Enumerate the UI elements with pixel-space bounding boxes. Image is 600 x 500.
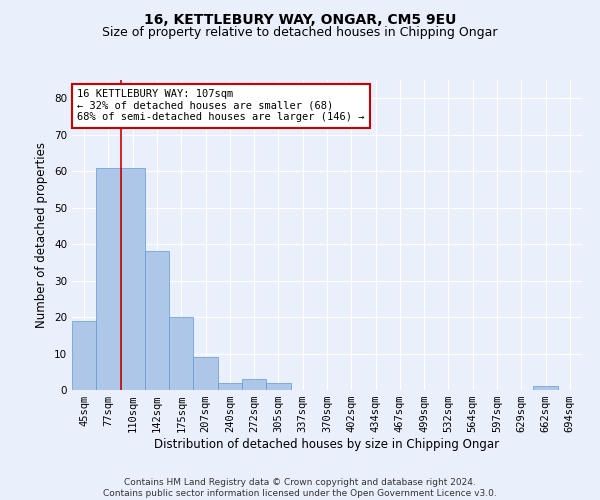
Bar (533, 386, 558, 390)
Bar (242, 379, 266, 390)
Y-axis label: Number of detached properties: Number of detached properties (35, 142, 49, 328)
Text: 16 KETTLEBURY WAY: 107sqm
← 32% of detached houses are smaller (68)
68% of semi-: 16 KETTLEBURY WAY: 107sqm ← 32% of detac… (77, 90, 365, 122)
Bar (121, 168, 145, 390)
Text: Contains HM Land Registry data © Crown copyright and database right 2024.
Contai: Contains HM Land Registry data © Crown c… (103, 478, 497, 498)
X-axis label: Distribution of detached houses by size in Chipping Ongar: Distribution of detached houses by size … (154, 438, 500, 451)
Bar (218, 382, 242, 390)
Bar (193, 357, 218, 390)
Bar (169, 317, 193, 390)
Bar (96, 168, 121, 390)
Text: Size of property relative to detached houses in Chipping Ongar: Size of property relative to detached ho… (102, 26, 498, 39)
Bar (266, 382, 290, 390)
Bar (72, 320, 96, 390)
Text: 16, KETTLEBURY WAY, ONGAR, CM5 9EU: 16, KETTLEBURY WAY, ONGAR, CM5 9EU (144, 12, 456, 26)
Bar (145, 252, 169, 390)
